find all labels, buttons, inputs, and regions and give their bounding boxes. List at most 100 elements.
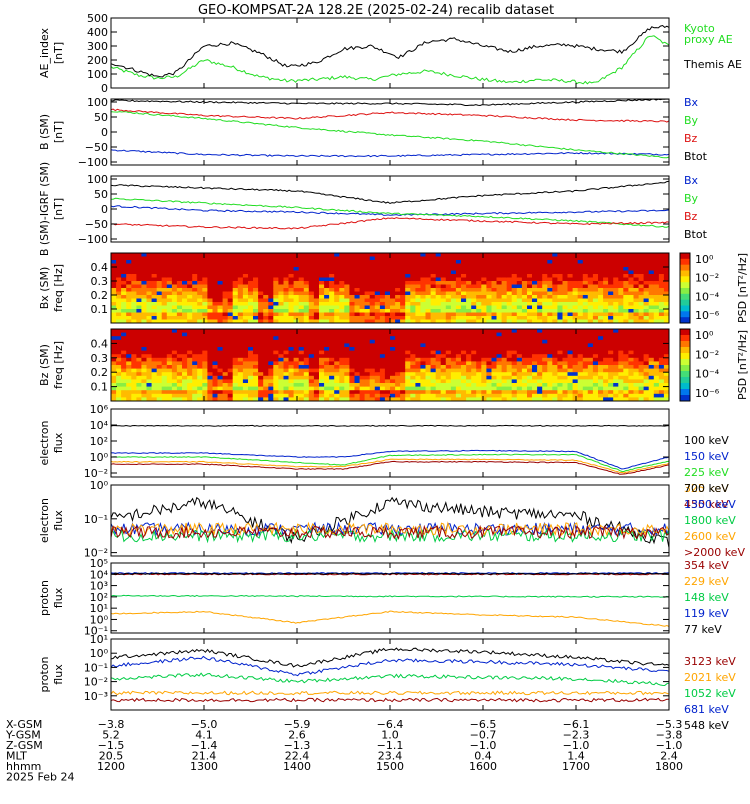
spectrogram-cell: [227, 263, 234, 268]
colorbar-segment: [680, 395, 690, 399]
spectrogram-cell: [313, 397, 320, 402]
spectrogram-cell: [415, 329, 421, 333]
spectrogram-cell: [197, 397, 203, 402]
spectrogram-cell: [384, 291, 391, 296]
colorbar-segment: [680, 359, 690, 363]
spectrogram-cell: [410, 357, 416, 362]
spectrogram-cell: [471, 267, 477, 271]
spectrogram-cell: [486, 379, 492, 384]
y-tick-label: 10⁰: [90, 614, 109, 627]
spectrogram-cell: [369, 270, 376, 275]
spectrogram-cell: [572, 256, 579, 261]
spectrogram-cell: [648, 379, 655, 384]
spectrogram-cell: [308, 357, 315, 362]
spectrogram-cell: [156, 357, 163, 362]
spectrogram-cell: [156, 253, 163, 257]
spectrogram-cell: [303, 375, 310, 380]
spectrogram-cell: [293, 284, 300, 289]
spectrogram-cell: [192, 281, 198, 285]
spectrogram-cell: [527, 267, 533, 271]
spectrogram-cell: [202, 260, 208, 264]
spectrogram-cell: [653, 305, 660, 310]
spectrogram-cell: [141, 386, 147, 391]
spectrogram-cell: [242, 336, 249, 341]
spectrogram-cell: [527, 372, 533, 377]
spectrogram-cell: [618, 288, 624, 292]
spectrogram-cell: [146, 298, 152, 303]
spectrogram-cell: [603, 305, 609, 310]
spectrogram-cell: [628, 267, 634, 271]
spectrogram-cell: [222, 263, 229, 268]
spectrogram-cell: [273, 343, 279, 348]
spectrogram-cell: [339, 305, 345, 310]
spectrogram-cell: [217, 343, 223, 348]
spectrogram-cell: [293, 253, 300, 257]
spectrogram-cell: [435, 284, 442, 289]
spectrogram-cell: [552, 383, 558, 387]
spectrogram-cell: [334, 365, 340, 369]
y-axis-label: proton: [38, 656, 51, 692]
spectrogram-cell: [425, 309, 431, 313]
spectrogram-cell: [511, 288, 518, 292]
spectrogram-cell: [638, 397, 645, 402]
spectrogram-cell: [298, 329, 305, 333]
spectrogram-cell: [354, 263, 360, 268]
spectrogram-cell: [547, 316, 553, 320]
spectrogram-cell: [258, 372, 264, 377]
spectrogram-cell: [658, 295, 665, 299]
spectrogram-cell: [506, 343, 513, 348]
spectrogram-cell: [349, 260, 355, 264]
spectrogram-cell: [313, 260, 320, 264]
x-axis-value: −1.0: [656, 739, 683, 752]
spectrogram-cell: [598, 343, 604, 348]
spectrogram-cell: [663, 383, 670, 387]
spectrogram-cell: [455, 281, 462, 285]
spectrogram-cell: [359, 336, 366, 341]
spectrogram-cell: [552, 256, 558, 261]
spectrogram-cell: [374, 316, 381, 320]
spectrogram-cell: [116, 274, 122, 278]
spectrogram-cell: [430, 291, 437, 296]
spectrogram-cell: [293, 390, 300, 395]
spectrogram-cell: [471, 393, 477, 398]
spectrogram-cell: [237, 347, 244, 351]
spectrogram-cell: [562, 368, 568, 373]
spectrogram-cell: [476, 319, 482, 324]
spectrogram-cell: [237, 305, 244, 310]
spectrogram-cell: [349, 256, 355, 261]
spectrogram-cell: [390, 343, 396, 348]
spectrogram-cell: [141, 302, 147, 306]
spectrogram-cell: [156, 372, 163, 377]
colorbar-segment: [680, 264, 690, 269]
spectrogram-cell: [400, 383, 406, 387]
spectrogram-cell: [425, 397, 431, 402]
spectrogram-cell: [648, 365, 655, 369]
spectrogram-cell: [222, 284, 229, 289]
spectrogram-cell: [237, 267, 244, 271]
spectrogram-cell: [476, 316, 482, 320]
spectrogram-cell: [567, 354, 573, 359]
x-axis-value: −6.1: [563, 718, 590, 731]
spectrogram-cell: [608, 375, 614, 380]
spectrogram-cell: [466, 350, 472, 355]
spectrogram-cell: [329, 375, 335, 380]
spectrogram-cell: [466, 368, 472, 373]
colorbar-segment: [680, 398, 690, 402]
spectrogram-cell: [466, 291, 472, 296]
spectrogram-cell: [633, 256, 639, 261]
spectrogram-cell: [628, 368, 634, 373]
spectrogram-cell: [466, 267, 472, 271]
spectrogram-cell: [258, 263, 264, 268]
spectrogram-cell: [334, 309, 340, 313]
spectrogram-cell: [552, 309, 558, 313]
legend-entry: 3123 keV: [684, 655, 736, 668]
spectrogram-cell: [598, 291, 604, 296]
spectrogram-cell: [298, 274, 305, 278]
spectrogram-cell: [349, 298, 355, 303]
spectrogram-cell: [379, 393, 386, 398]
spectrogram-cell: [283, 357, 289, 362]
spectrogram-cell: [613, 288, 619, 292]
spectrogram-cell: [313, 288, 320, 292]
spectrogram-cell: [313, 253, 320, 257]
spectrogram-cell: [643, 336, 650, 341]
